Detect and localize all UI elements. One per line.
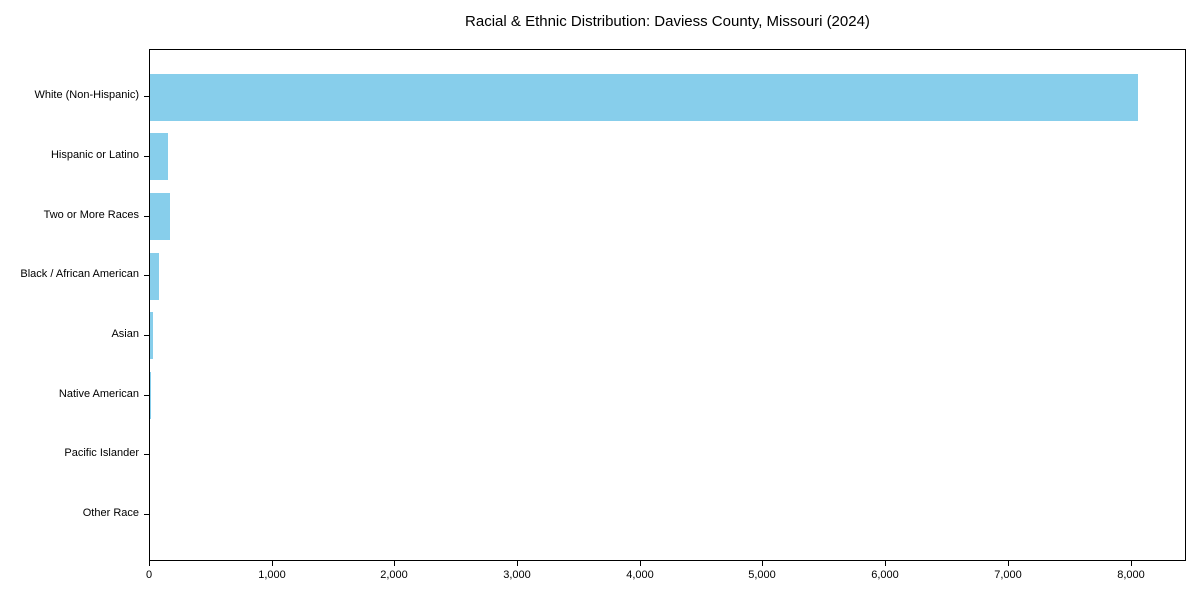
chart-title: Racial & Ethnic Distribution: Daviess Co…: [465, 13, 870, 30]
x-axis-tick-mark: [149, 561, 150, 566]
x-axis-tick-label: 4,000: [626, 569, 654, 581]
bar-hispanic-or-latino: [150, 133, 168, 181]
y-axis-tick-label: White (Non-Hispanic): [34, 89, 139, 102]
y-axis-tick-label: Native American: [58, 387, 139, 400]
x-axis-tick-mark: [640, 561, 641, 566]
y-axis-tick-label: Two or More Races: [43, 208, 139, 221]
y-axis-tick-mark: [144, 96, 149, 98]
bar-asian: [150, 312, 153, 360]
x-axis-tick-label: 6,000: [871, 569, 899, 581]
x-axis-tick-label: 3,000: [503, 569, 531, 581]
bar-black-african-american: [150, 252, 159, 300]
x-axis-tick-label: 5,000: [748, 569, 776, 581]
y-axis-tick-mark: [144, 275, 149, 277]
bar-native-american: [150, 372, 151, 420]
y-axis-tick-label: Asian: [111, 327, 139, 340]
y-axis-tick-mark: [144, 334, 149, 336]
y-axis-tick-label: Other Race: [82, 506, 139, 519]
plot-area: [149, 49, 1186, 561]
x-axis-tick-mark: [1008, 561, 1009, 566]
x-axis-tick-mark: [394, 561, 395, 566]
x-axis-tick-mark: [1131, 561, 1132, 566]
x-axis-tick-mark: [272, 561, 273, 566]
x-axis-tick-label: 7,000: [994, 569, 1022, 581]
x-axis-tick-label: 2,000: [380, 569, 408, 581]
y-axis-tick-mark: [144, 454, 149, 456]
x-axis-tick-mark: [762, 561, 763, 566]
bar-two-or-more-races: [150, 193, 170, 241]
y-axis-tick-mark: [144, 394, 149, 396]
bar-white-non-hispanic: [150, 73, 1138, 121]
y-axis-tick-label: Black / African American: [20, 268, 139, 281]
x-axis-tick-label: 8,000: [1117, 569, 1145, 581]
y-axis-tick-mark: [144, 155, 149, 157]
y-axis-tick-mark: [144, 215, 149, 217]
x-axis-tick-label: 1,000: [258, 569, 286, 581]
x-axis-tick-mark: [517, 561, 518, 566]
y-axis-tick-mark: [144, 513, 149, 515]
x-axis-tick-label: 0: [145, 569, 153, 581]
x-axis-tick-mark: [885, 561, 886, 566]
y-axis-tick-label: Pacific Islander: [64, 447, 139, 460]
y-axis-tick-label: Hispanic or Latino: [50, 148, 139, 161]
